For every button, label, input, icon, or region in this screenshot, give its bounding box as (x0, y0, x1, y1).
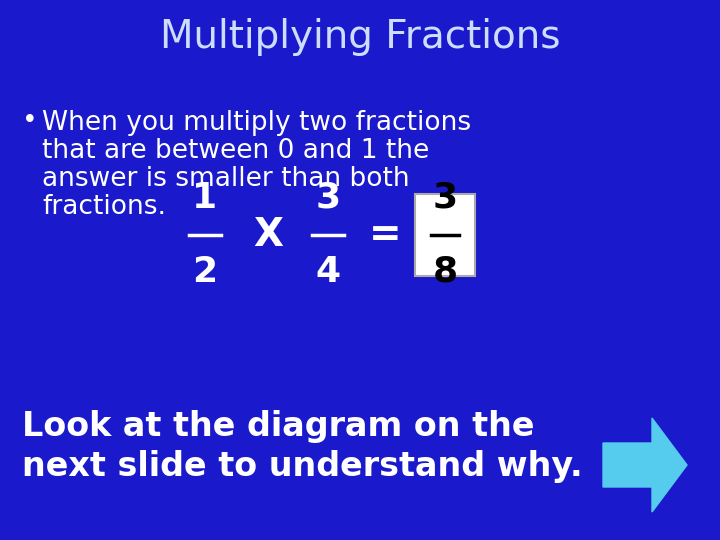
Text: 2: 2 (192, 255, 217, 289)
Text: 3: 3 (315, 181, 341, 215)
Text: fractions.: fractions. (42, 194, 166, 220)
Text: •: • (22, 108, 37, 134)
Text: Look at the diagram on the: Look at the diagram on the (22, 410, 534, 443)
Text: =: = (369, 216, 401, 254)
Text: X: X (253, 216, 283, 254)
Text: that are between 0 and 1 the: that are between 0 and 1 the (42, 138, 429, 164)
Text: Multiplying Fractions: Multiplying Fractions (160, 18, 560, 56)
Text: 3: 3 (433, 181, 458, 215)
Text: When you multiply two fractions: When you multiply two fractions (42, 110, 471, 136)
Text: 4: 4 (315, 255, 341, 289)
Text: next slide to understand why.: next slide to understand why. (22, 450, 582, 483)
Text: 1: 1 (192, 181, 217, 215)
Text: answer is smaller than both: answer is smaller than both (42, 166, 410, 192)
Polygon shape (603, 418, 687, 512)
FancyBboxPatch shape (415, 194, 475, 276)
Text: 8: 8 (433, 255, 458, 289)
